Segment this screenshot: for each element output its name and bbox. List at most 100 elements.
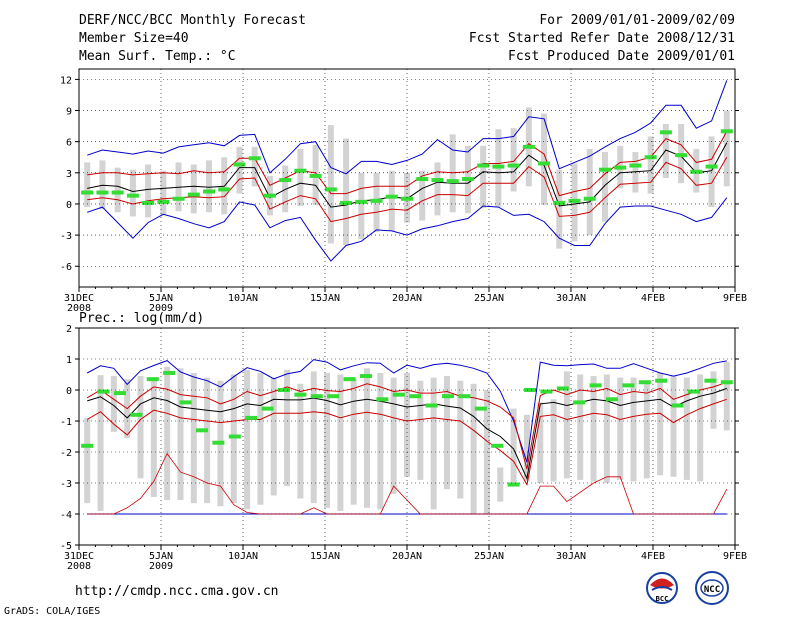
- precip-observed-mark: [425, 403, 438, 408]
- precip-range-box: [324, 372, 331, 508]
- temp-observed-mark: [553, 200, 566, 205]
- temp-observed-mark: [690, 169, 703, 174]
- precip-mean-line: [87, 387, 727, 481]
- temp-x-tick-label: 20JAN: [392, 293, 422, 304]
- precip-observed-mark: [474, 406, 487, 411]
- precip-range-box: [497, 467, 504, 502]
- temp-observed-mark: [446, 179, 459, 184]
- precip-observed-mark: [343, 377, 356, 382]
- precip-range-box: [244, 369, 251, 510]
- precip-observed-mark: [442, 394, 454, 399]
- temp-observed-mark: [81, 190, 94, 195]
- temp-range-box: [601, 152, 608, 222]
- temp-observed-mark: [507, 163, 520, 168]
- precip-observed-mark: [146, 377, 159, 382]
- precip-range-box: [417, 380, 424, 480]
- precip-observed-mark: [130, 412, 143, 417]
- forecast-period: For 2009/01/01-2009/02/09: [539, 13, 735, 28]
- temp-x-tick-year: 2009: [149, 303, 173, 314]
- precip-range-box: [150, 377, 157, 497]
- precip-y-tick-label: -2: [60, 448, 72, 459]
- temp-range-box: [541, 113, 548, 205]
- precip-observed-mark: [458, 394, 471, 399]
- precip-range-box: [364, 368, 371, 508]
- temp-range-box: [480, 145, 487, 209]
- precip-range-box: [510, 408, 517, 485]
- temp-observed-mark: [294, 168, 307, 173]
- temp-range-box: [297, 148, 304, 207]
- precip-range-box: [84, 417, 91, 504]
- temp-range-box: [343, 138, 350, 246]
- precip-x-tick-label: 5JAN: [149, 551, 173, 562]
- temp-x-tick-label: 9FEB: [723, 293, 747, 304]
- temp-x-tick-label: 31DEC: [64, 293, 94, 304]
- temp-range-box: [708, 136, 715, 208]
- temp-observed-mark: [233, 162, 246, 167]
- precip-x-tick-label: 20JAN: [392, 551, 422, 562]
- precip-observed-mark: [638, 380, 651, 385]
- temp-observed-mark: [477, 163, 490, 168]
- temp-observed-mark: [720, 129, 733, 134]
- temp-x-tick-year: 2008: [67, 303, 91, 314]
- precip-observed-mark: [196, 428, 208, 433]
- precip-observed-mark: [688, 389, 700, 394]
- temp-range-box: [99, 160, 106, 210]
- temp-x-tick-label: 25JAN: [474, 293, 504, 304]
- precip-range-box: [670, 376, 677, 477]
- precip-range-box: [137, 376, 144, 479]
- temp-observed-mark: [644, 155, 657, 160]
- temp-observed-mark: [461, 177, 474, 182]
- temp-observed-mark: [629, 163, 642, 168]
- precip-range-box: [310, 371, 317, 504]
- temp-range-box: [388, 170, 395, 231]
- temp-x-tick-label: 15JAN: [310, 293, 340, 304]
- precip-range-box: [164, 366, 171, 501]
- temp-lower-line: [87, 156, 728, 223]
- precip-observed-mark: [409, 394, 422, 399]
- precip-observed-mark: [261, 406, 274, 411]
- temp-observed-mark: [538, 161, 551, 166]
- temp-range-box: [647, 136, 654, 194]
- temperature-observed-marks: [81, 129, 733, 205]
- precip-y-tick-label: -4: [60, 510, 72, 521]
- temp-range-box: [251, 146, 258, 187]
- precip-y-tick-label: 2: [66, 324, 72, 335]
- temp-observed-mark: [248, 156, 261, 161]
- precip-range-box: [350, 379, 357, 505]
- precip-observed-mark: [310, 394, 323, 399]
- temp-observed-mark: [340, 200, 353, 205]
- precip-observed-mark: [81, 443, 94, 448]
- precip-observed-mark: [507, 482, 520, 487]
- temp-range-box: [419, 170, 426, 221]
- source-url[interactable]: http://cmdp.ncc.cma.gov.cn: [75, 584, 279, 599]
- precip-observed-mark: [376, 397, 389, 402]
- precip-y-tick-label: -1: [60, 417, 72, 428]
- precip-observed-mark: [556, 386, 569, 391]
- precip-range-box: [457, 380, 464, 499]
- temp-observed-mark: [309, 173, 322, 178]
- temp-observed-mark: [583, 196, 596, 201]
- temp-y-tick-label: 6: [66, 138, 72, 149]
- grads-credit: GrADS: COLA/IGES: [4, 606, 100, 617]
- precip-observed-mark: [114, 391, 126, 396]
- temp-observed-mark: [522, 144, 535, 149]
- temp-observed-mark: [111, 190, 124, 195]
- bcc-logo-wave: [651, 586, 673, 591]
- precip-y-tick-label: -5: [60, 541, 72, 552]
- precip-range-box: [443, 376, 450, 490]
- precip-range-box: [537, 402, 544, 483]
- precip-range-box: [390, 377, 397, 494]
- temp-range-box: [449, 134, 456, 213]
- bcc-logo-text: BCC: [656, 595, 669, 603]
- temp-observed-mark: [401, 196, 413, 201]
- precip-observed-mark: [294, 392, 307, 397]
- temp-observed-mark: [355, 199, 368, 204]
- precip-range-box: [563, 371, 570, 479]
- temp-observed-mark: [705, 164, 718, 169]
- member-size: Member Size=40: [79, 31, 189, 46]
- precip-range-box: [190, 372, 197, 504]
- precip-range-box: [97, 375, 104, 511]
- temp-observed-mark: [172, 196, 185, 201]
- precip-observed-mark: [360, 374, 372, 379]
